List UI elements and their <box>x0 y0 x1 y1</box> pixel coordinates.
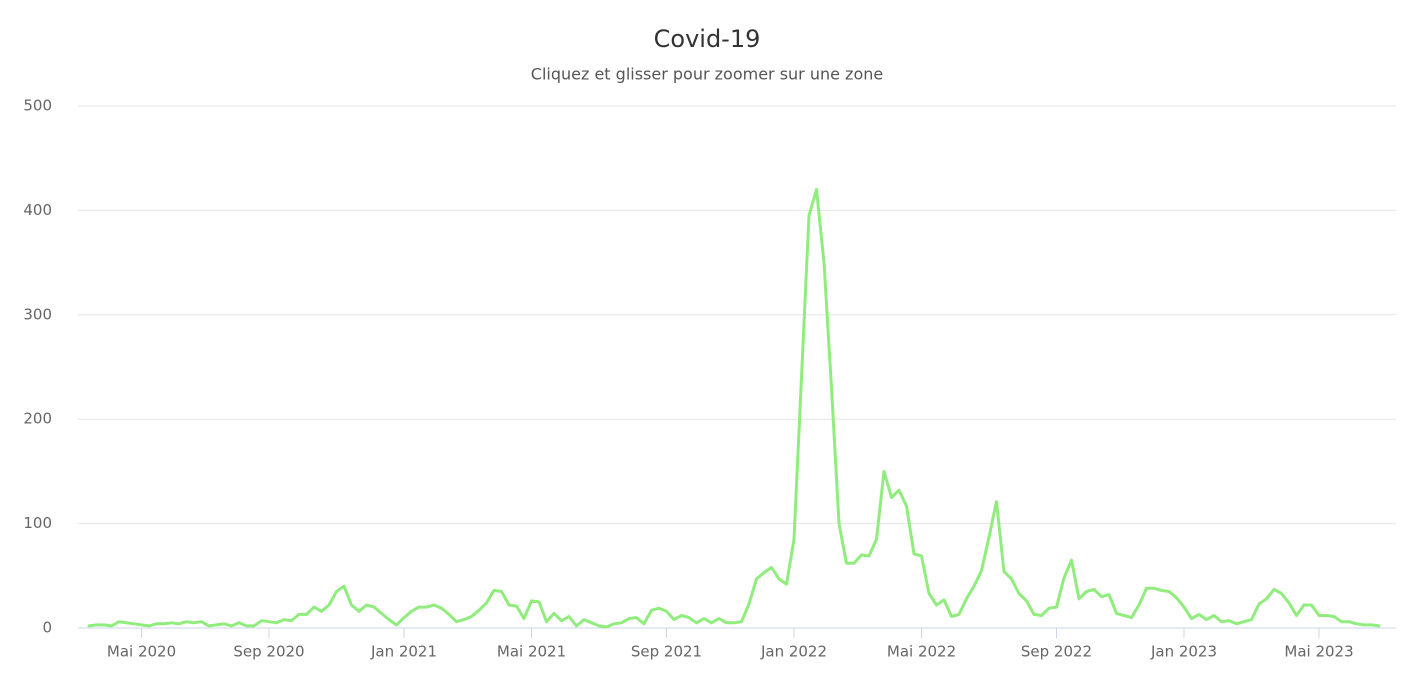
y-tick-label: 200 <box>23 410 52 428</box>
y-tick-label: 0 <box>42 619 52 637</box>
x-tick-label: Mai 2022 <box>887 643 956 661</box>
x-tick-label: Jan 2021 <box>370 643 437 661</box>
x-tick-label: Mai 2020 <box>107 643 176 661</box>
x-tick-label: Mai 2023 <box>1284 643 1353 661</box>
y-tick-label: 300 <box>23 305 52 323</box>
x-tick-label: Jan 2022 <box>760 643 827 661</box>
x-tick-label: Mai 2021 <box>497 643 566 661</box>
x-tick-label: Sep 2020 <box>233 643 304 661</box>
y-tick-label: 400 <box>23 201 52 219</box>
chart-title: Covid-19 <box>654 25 761 53</box>
chart-subtitle: Cliquez et glisser pour zoomer sur une z… <box>531 65 883 84</box>
data-line <box>87 188 1381 629</box>
y-tick-label: 500 <box>23 97 52 115</box>
x-tick-label: Sep 2021 <box>631 643 702 661</box>
y-tick-label: 100 <box>23 514 52 532</box>
x-tick-label: Jan 2023 <box>1150 643 1217 661</box>
x-tick-label: Sep 2022 <box>1021 643 1092 661</box>
